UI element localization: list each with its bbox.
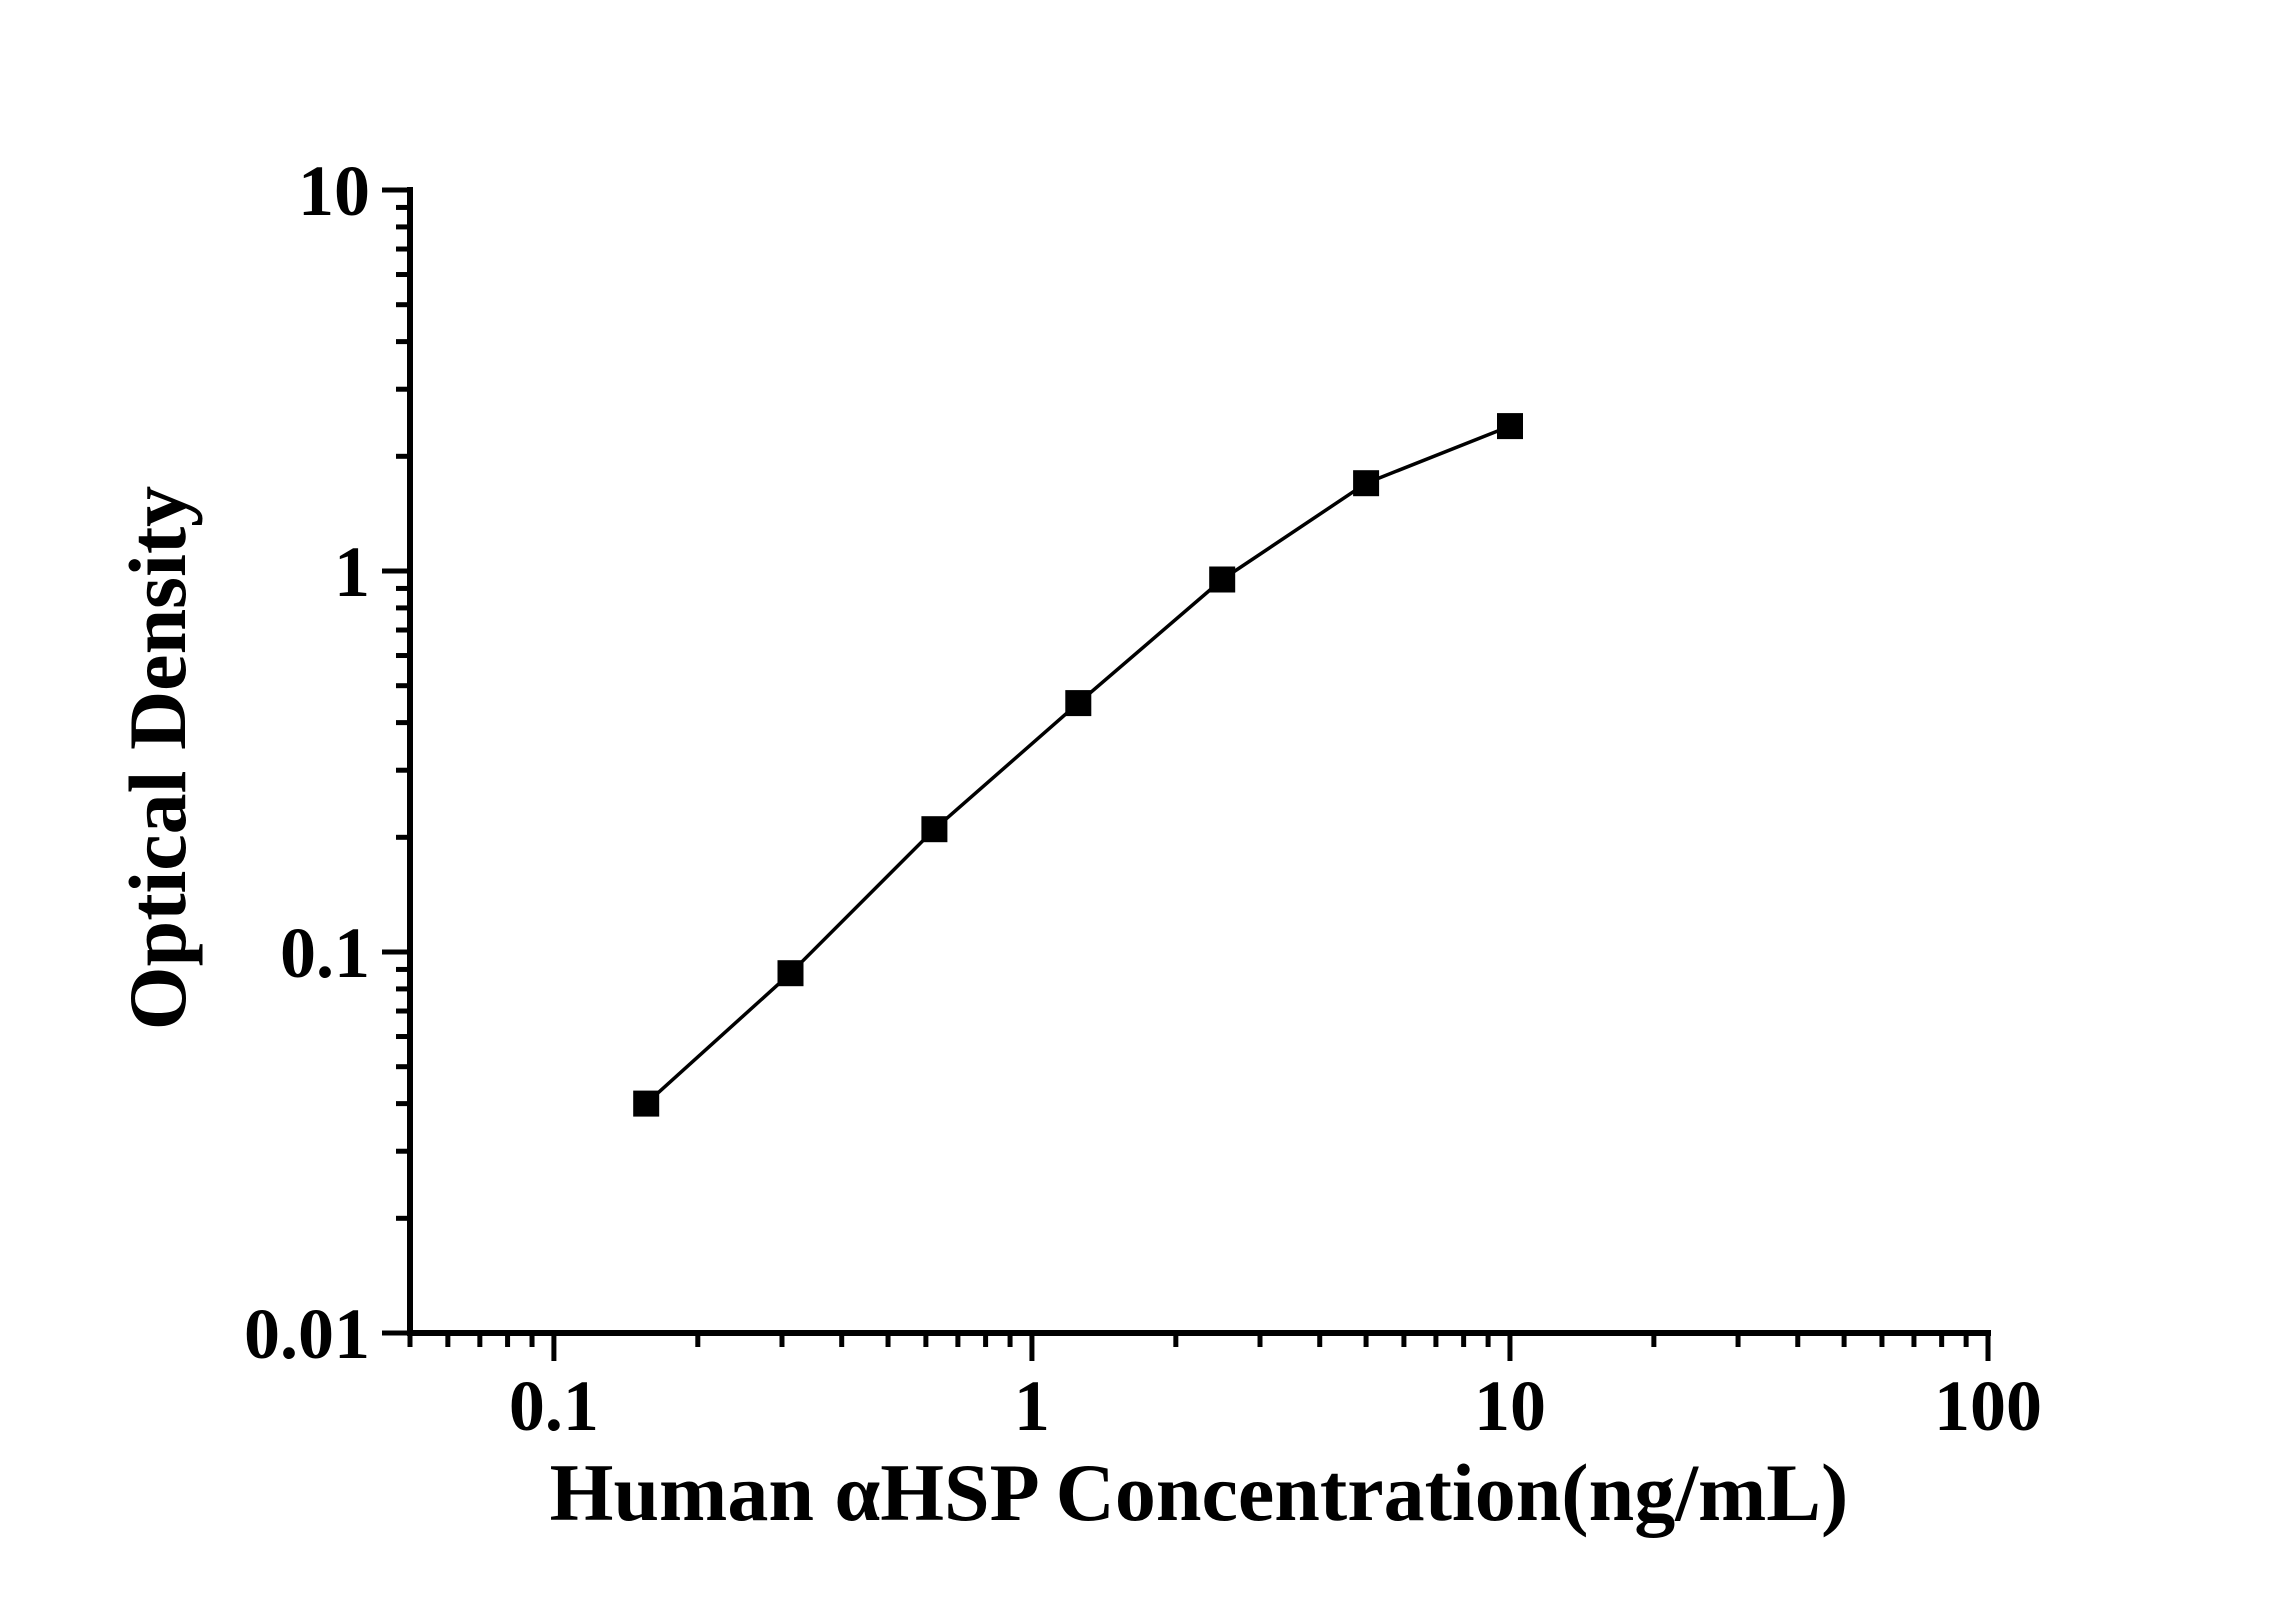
y-tick-label-1: 1 <box>334 532 370 612</box>
y-tick-label-10: 10 <box>298 151 370 231</box>
x-axis-tick-labels: 0.1 1 10 100 <box>509 1366 2042 1446</box>
data-point-marker-0.625 <box>921 816 948 843</box>
axis-spines <box>407 187 1991 1336</box>
data-point-marker-5 <box>1353 470 1380 497</box>
y-tick-label-0.01: 0.01 <box>244 1294 370 1374</box>
x-axis-title: Human αHSP Concentration(ng/mL) <box>550 1447 1849 1538</box>
x-axis-ticks <box>407 1333 1991 1361</box>
data-point-marker-1.25 <box>1065 690 1092 717</box>
curve-line <box>645 424 1511 1105</box>
axis-spine-path <box>407 187 1991 1336</box>
x-tick-label-10: 10 <box>1474 1366 1546 1446</box>
x-tick-label-100: 100 <box>1934 1366 2042 1446</box>
data-point-marker-0.3125 <box>777 960 804 987</box>
y-axis-title: Optical Density <box>112 486 203 1030</box>
data-point-marker-2.5 <box>1209 566 1236 593</box>
x-tick-label-1: 1 <box>1014 1366 1050 1446</box>
data-point-marker-0.156 <box>633 1090 660 1117</box>
y-tick-label-0.1: 0.1 <box>280 913 370 993</box>
y-axis-tick-labels: 0.01 0.1 1 10 <box>244 151 370 1374</box>
y-axis-ticks <box>382 187 410 1336</box>
x-tick-label-0.1: 0.1 <box>509 1366 599 1446</box>
data-point-marker-10 <box>1497 413 1523 440</box>
data-series <box>633 413 1523 1117</box>
